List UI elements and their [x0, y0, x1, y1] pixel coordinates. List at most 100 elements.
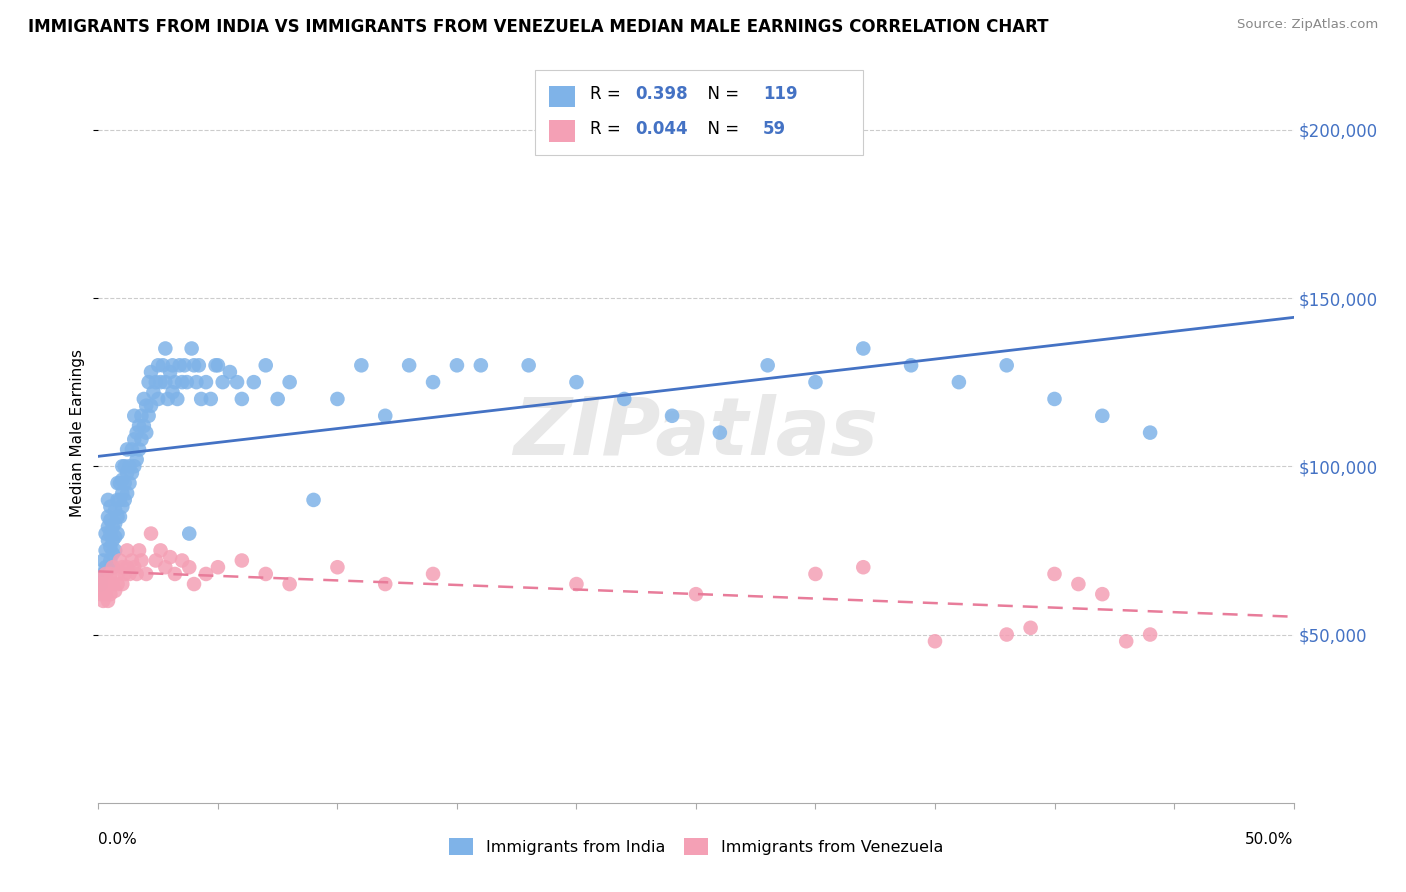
- Point: [187, 359, 209, 373]
- Point: [900, 359, 922, 373]
- Point: [149, 375, 172, 389]
- Point: [183, 359, 205, 373]
- Point: [131, 409, 153, 423]
- Point: [132, 392, 155, 406]
- Point: [254, 566, 277, 581]
- Point: [924, 634, 946, 648]
- Point: [422, 566, 444, 581]
- Point: [139, 399, 162, 413]
- Point: [1043, 392, 1066, 406]
- Text: IMMIGRANTS FROM INDIA VS IMMIGRANTS FROM VENEZUELA MEDIAN MALE EARNINGS CORRELAT: IMMIGRANTS FROM INDIA VS IMMIGRANTS FROM…: [28, 18, 1049, 36]
- Point: [111, 486, 134, 500]
- Point: [131, 553, 153, 567]
- Point: [104, 543, 127, 558]
- Point: [94, 543, 117, 558]
- Text: N =: N =: [697, 120, 745, 138]
- Point: [98, 513, 122, 527]
- Point: [124, 409, 146, 423]
- Point: [517, 359, 540, 373]
- Point: [135, 425, 157, 440]
- Point: [166, 392, 188, 406]
- Text: R =: R =: [589, 120, 626, 138]
- Point: [131, 433, 153, 447]
- Point: [101, 547, 124, 561]
- Point: [1091, 587, 1114, 601]
- Point: [179, 560, 201, 574]
- Point: [139, 526, 162, 541]
- Point: [108, 553, 131, 567]
- Point: [200, 392, 222, 406]
- Text: Source: ZipAtlas.com: Source: ZipAtlas.com: [1237, 18, 1378, 31]
- Point: [114, 566, 136, 581]
- Text: N =: N =: [697, 86, 745, 103]
- Point: [108, 492, 131, 507]
- Text: 0.398: 0.398: [636, 86, 688, 103]
- Point: [98, 587, 122, 601]
- Point: [91, 594, 114, 608]
- Point: [148, 392, 170, 406]
- Point: [115, 442, 138, 457]
- Point: [107, 526, 129, 541]
- Point: [115, 486, 138, 500]
- Point: [219, 365, 242, 379]
- Point: [97, 577, 120, 591]
- Point: [374, 409, 396, 423]
- Point: [159, 550, 181, 565]
- Point: [278, 375, 301, 389]
- Point: [163, 566, 186, 581]
- Point: [111, 500, 134, 514]
- Point: [90, 587, 112, 601]
- Point: [115, 543, 138, 558]
- Point: [114, 476, 136, 491]
- Point: [94, 577, 117, 591]
- Point: [1139, 425, 1161, 440]
- Point: [1091, 409, 1114, 423]
- Point: [107, 492, 129, 507]
- Point: [470, 359, 492, 373]
- Point: [162, 359, 184, 373]
- Point: [1067, 577, 1090, 591]
- Point: [267, 392, 290, 406]
- Point: [108, 476, 131, 491]
- Point: [1115, 634, 1137, 648]
- Point: [183, 577, 205, 591]
- Point: [98, 500, 122, 514]
- Text: 0.0%: 0.0%: [98, 832, 138, 847]
- Point: [709, 425, 731, 440]
- Point: [125, 425, 148, 440]
- Point: [125, 566, 148, 581]
- Point: [398, 359, 420, 373]
- Text: 59: 59: [763, 120, 786, 138]
- Point: [125, 452, 148, 467]
- Point: [124, 433, 146, 447]
- Point: [111, 473, 134, 487]
- Point: [156, 392, 179, 406]
- Point: [195, 375, 218, 389]
- Point: [278, 577, 301, 591]
- Point: [107, 509, 129, 524]
- Point: [91, 553, 114, 567]
- Point: [94, 526, 117, 541]
- Point: [243, 375, 266, 389]
- Point: [163, 375, 186, 389]
- Point: [124, 459, 146, 474]
- Point: [128, 418, 150, 433]
- Point: [138, 409, 160, 423]
- Point: [207, 359, 229, 373]
- Point: [204, 359, 226, 373]
- Point: [101, 533, 124, 548]
- Point: [111, 459, 134, 474]
- Point: [685, 587, 707, 601]
- Point: [97, 533, 120, 548]
- Point: [98, 526, 122, 541]
- Text: 50.0%: 50.0%: [1246, 832, 1294, 847]
- Point: [104, 516, 127, 531]
- Point: [155, 342, 177, 356]
- Point: [565, 375, 588, 389]
- Point: [155, 560, 177, 574]
- Point: [107, 577, 129, 591]
- Point: [135, 566, 157, 581]
- Point: [91, 583, 114, 598]
- Point: [1019, 621, 1042, 635]
- Point: [565, 577, 588, 591]
